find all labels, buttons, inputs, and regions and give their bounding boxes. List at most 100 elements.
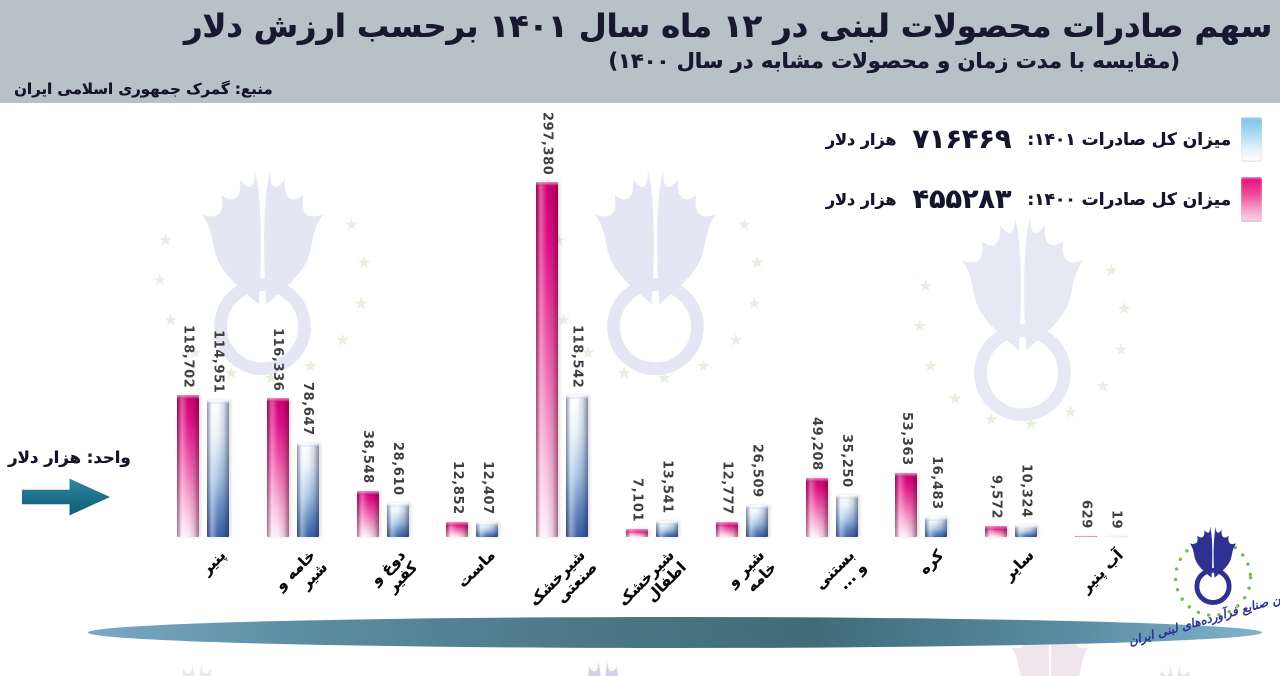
bar-wrap: 114,951 — [206, 182, 229, 537]
bar-pink — [176, 395, 199, 537]
bar-blue — [745, 505, 768, 537]
bar-value-label: 7,101 — [629, 477, 645, 522]
bar-pink — [356, 491, 379, 537]
bar-value-label: 16,483 — [928, 456, 944, 510]
bar-wrap: 53,363 — [895, 182, 918, 537]
bar-value-label: 19 — [1108, 509, 1124, 529]
bar-wrap: 7,101 — [625, 182, 648, 537]
bar-wrap: 10,324 — [1015, 182, 1038, 537]
bar-value-label: 38,548 — [360, 430, 376, 484]
category-label: کره — [915, 546, 948, 579]
bar-wrap: 16,483 — [925, 182, 948, 537]
bar-value-label: 297,380 — [539, 111, 555, 175]
category-label: شیرخشک صنعتی — [524, 546, 601, 610]
category-label: بستنی و ... — [810, 546, 870, 594]
bar-blue — [566, 395, 589, 537]
bar-group: 629 19 آب پنیر — [1056, 182, 1146, 596]
legend-label: میزان کل صادرات ۱۴۰۰: — [1027, 189, 1231, 210]
legend-label: میزان کل صادرات ۱۴۰۱: — [1027, 129, 1231, 150]
bar-wrap: 78,647 — [296, 182, 319, 537]
bar-wrap: 118,702 — [176, 182, 199, 537]
bar-pink — [266, 398, 289, 537]
bar-blue — [1105, 536, 1128, 537]
bar-value-label: 13,541 — [659, 460, 675, 514]
bar-value-label: 118,702 — [180, 324, 196, 388]
bar-value-label: 53,363 — [898, 412, 914, 466]
bar-group: 12,852 12,407 ماست — [427, 182, 517, 591]
bar-group: 38,548 28,610 دوغ و کفیر — [338, 182, 428, 596]
bar-value-label: 12,407 — [479, 461, 495, 515]
legend-swatch-pink — [1241, 177, 1262, 222]
page-subtitle: (مقایسه با مدت زمان و محصولات مشابه در س… — [608, 48, 1180, 73]
title-block: سهم صادرات محصولات لبنی در ۱۲ ماه سال ۱۴… — [184, 6, 1272, 74]
category-label: ماست — [453, 546, 499, 592]
dairy-association-logo: انجمن صنایع فرآورده‌های لبنی ایران — [1127, 514, 1280, 674]
legend-item-1401: میزان کل صادرات ۱۴۰۱: ۷۱۶۴۶۹ هزار دلار — [826, 116, 1262, 163]
bar-blue — [835, 495, 858, 537]
bar-wrap: 35,250 — [835, 182, 858, 537]
bar-group: 116,336 78,647 خامه و شیر — [248, 182, 338, 594]
logo-tulip-icon — [1173, 514, 1253, 617]
legend-unit: هزار دلار — [825, 190, 897, 209]
category-label: شیر و خامه — [723, 546, 780, 596]
bar-blue — [476, 522, 499, 537]
legend-unit: هزار دلار — [825, 130, 897, 149]
bar-wrap: 13,541 — [655, 182, 678, 537]
bar-wrap: 26,509 — [745, 182, 768, 537]
right-arrow-icon — [22, 478, 110, 516]
bar-wrap: 49,208 — [805, 182, 828, 537]
bar-group: 12,777 26,509 شیر و خامه — [697, 182, 787, 596]
dairy-association-watermark-partial — [122, 642, 272, 676]
unit-label: واحد: هزار دلار — [8, 448, 131, 467]
bar-value-label: 28,610 — [390, 442, 406, 496]
bar-wrap: 12,407 — [476, 182, 499, 537]
bar-pink — [625, 529, 648, 537]
bar-group: 9,572 10,324 سایر — [966, 182, 1056, 584]
bar-value-label: 9,572 — [988, 474, 1004, 519]
bar-wrap: 12,852 — [446, 182, 469, 537]
bar-wrap: 297,380 — [536, 112, 559, 537]
bar-wrap: 12,777 — [715, 182, 738, 537]
legend: میزان کل صادرات ۱۴۰۱: ۷۱۶۴۶۹ هزار دلار م… — [826, 116, 1262, 236]
bar-blue — [655, 521, 678, 537]
bar-pink — [895, 473, 918, 537]
bar-value-label: 26,509 — [749, 444, 765, 498]
bar-blue — [296, 443, 319, 537]
bar-group: 297,380 118,542 شیرخشک صنعتی — [517, 112, 607, 610]
bar-pink — [715, 522, 738, 537]
legend-item-1400: میزان کل صادرات ۱۴۰۰: ۴۵۵۲۸۳ هزار دلار — [826, 176, 1262, 223]
unit-block: واحد: هزار دلار — [8, 448, 138, 517]
bar-pink — [1075, 536, 1098, 537]
bar-value-label: 114,951 — [210, 329, 226, 393]
bar-value-label: 12,852 — [449, 461, 465, 515]
legend-swatch-blue — [1241, 117, 1262, 162]
bar-wrap: 9,572 — [985, 182, 1008, 537]
bar-blue — [386, 503, 409, 537]
header-band: سهم صادرات محصولات لبنی در ۱۲ ماه سال ۱۴… — [0, 0, 1280, 103]
bar-group: 53,363 16,483 کره — [877, 182, 967, 578]
legend-value: ۴۵۵۲۸۳ — [912, 184, 1012, 215]
source-note: منبع: گمرک جمهوری اسلامی ایران — [14, 80, 273, 98]
bar-group: 118,702 114,951 پنیر — [158, 182, 248, 578]
bar-group: 7,101 13,541 شیرخشک اطفال — [607, 182, 697, 609]
category-label: آب پنیر — [1077, 546, 1128, 597]
bar-value-label: 12,777 — [719, 461, 735, 515]
bar-wrap: 38,548 — [356, 182, 379, 537]
bar-value-label: 629 — [1078, 500, 1094, 529]
base-ellipse-decoration — [88, 617, 1262, 648]
bar-value-label: 118,542 — [569, 324, 585, 388]
bar-blue — [206, 400, 229, 537]
bar-value-label: 116,336 — [270, 327, 286, 391]
bar-value-label: 35,250 — [839, 434, 855, 488]
plot-area: 118,702 114,951 پنیر 116,336 78,647 خامه و شی… — [158, 110, 1146, 610]
bar-pink — [805, 478, 828, 537]
bar-wrap: 116,336 — [266, 182, 289, 537]
bar-blue — [1015, 525, 1038, 537]
bar-wrap: 118,542 — [566, 182, 589, 537]
bar-pink — [536, 182, 559, 537]
bar-value-label: 10,324 — [1018, 464, 1034, 518]
bar-pink — [446, 522, 469, 537]
legend-value: ۷۱۶۴۶۹ — [912, 124, 1012, 155]
bar-wrap: 629 — [1075, 182, 1098, 537]
category-label: پنیر — [196, 546, 229, 579]
